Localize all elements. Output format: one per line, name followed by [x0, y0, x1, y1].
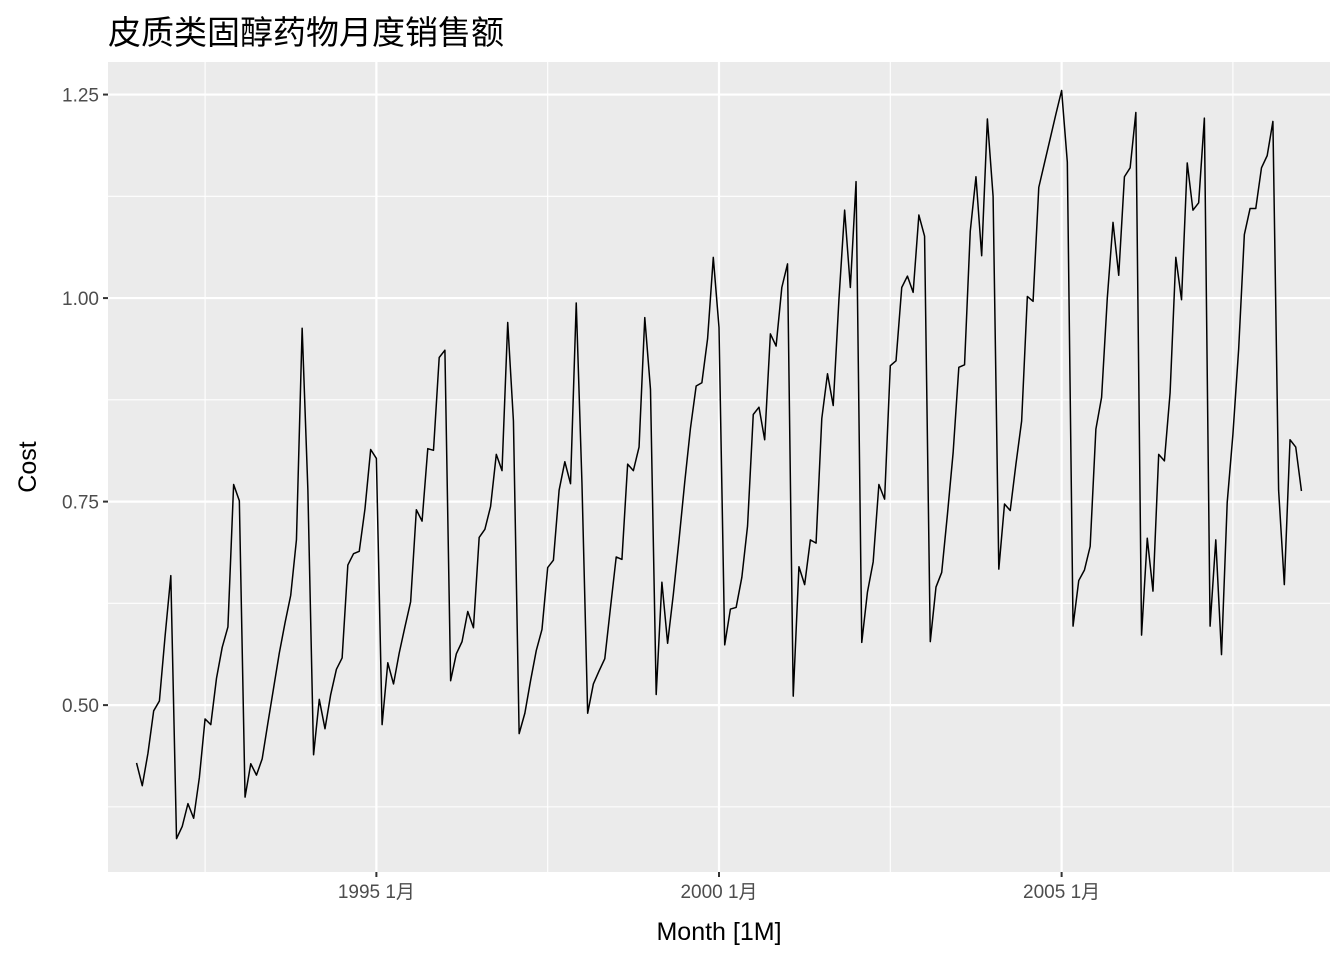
- y-tick-label: 1.25: [62, 86, 99, 107]
- x-axis-title: Month [1M]: [656, 918, 781, 946]
- x-tick-label: 2000 1月: [680, 882, 757, 903]
- x-axis: 1995 1月 2000 1月 2005 1月: [338, 872, 1100, 903]
- x-tick-label: 1995 1月: [338, 882, 415, 903]
- chart-title: 皮质类固醇药物月度销售额: [108, 13, 504, 52]
- y-tick-label: 0.50: [62, 696, 99, 717]
- series-line: [135, 89, 1303, 840]
- x-tick-label: 2005 1月: [1023, 882, 1100, 903]
- y-tick-label: 0.75: [62, 493, 99, 514]
- y-axis-title: Cost: [14, 441, 42, 492]
- grid-major: [108, 62, 1330, 872]
- y-axis: 0.50 0.75 1.00 1.25: [62, 86, 108, 717]
- y-tick-label: 1.00: [62, 289, 99, 310]
